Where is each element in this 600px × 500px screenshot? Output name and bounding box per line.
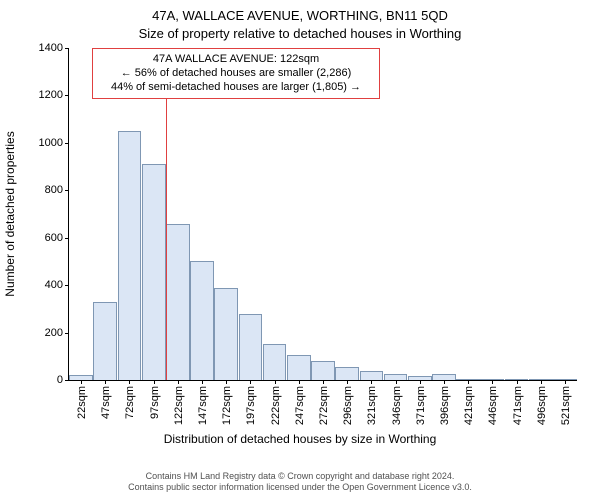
x-tick-label: 22sqm xyxy=(74,386,88,419)
annotation-line-1: 47A WALLACE AVENUE: 122sqm xyxy=(101,53,371,67)
x-tick-label: 197sqm xyxy=(243,386,257,425)
x-tick-mark xyxy=(517,380,518,384)
x-tick-label: 47sqm xyxy=(98,386,112,419)
histogram-bar xyxy=(239,314,263,380)
histogram-bar xyxy=(118,131,142,380)
annotation-line-2: ← 56% of detached houses are smaller (2,… xyxy=(101,67,371,81)
histogram-bar xyxy=(263,344,287,380)
histogram-bar xyxy=(93,302,117,380)
annotation-box: 47A WALLACE AVENUE: 122sqm ← 56% of deta… xyxy=(92,48,380,99)
x-tick-mark xyxy=(154,380,155,384)
x-tick-mark xyxy=(492,380,493,384)
x-tick-mark xyxy=(444,380,445,384)
footer-line-1: Contains HM Land Registry data © Crown c… xyxy=(0,471,600,483)
x-tick-mark xyxy=(250,380,251,384)
x-tick-label: 97sqm xyxy=(147,386,161,419)
y-tick-mark xyxy=(65,95,69,96)
x-tick-mark xyxy=(396,380,397,384)
annotation-line-3: 44% of semi-detached houses are larger (… xyxy=(101,81,371,95)
x-tick-label: 496sqm xyxy=(534,386,548,425)
x-tick-label: 346sqm xyxy=(389,386,403,425)
x-tick-mark xyxy=(420,380,421,384)
y-tick-mark xyxy=(65,190,69,191)
y-tick-mark xyxy=(65,333,69,334)
y-tick-mark xyxy=(65,143,69,144)
footer-text: Contains HM Land Registry data © Crown c… xyxy=(0,471,600,494)
x-tick-mark xyxy=(226,380,227,384)
x-tick-label: 446sqm xyxy=(485,386,499,425)
y-tick-mark xyxy=(65,380,69,381)
x-tick-label: 321sqm xyxy=(364,386,378,425)
histogram-bar xyxy=(166,224,190,381)
x-tick-mark xyxy=(323,380,324,384)
x-tick-mark xyxy=(202,380,203,384)
x-tick-mark xyxy=(275,380,276,384)
x-tick-mark xyxy=(105,380,106,384)
y-axis-label: Number of detached properties xyxy=(3,131,17,296)
x-axis-label: Distribution of detached houses by size … xyxy=(0,432,600,446)
x-tick-label: 396sqm xyxy=(437,386,451,425)
x-tick-mark xyxy=(299,380,300,384)
x-tick-mark xyxy=(347,380,348,384)
x-tick-mark xyxy=(468,380,469,384)
x-tick-label: 296sqm xyxy=(340,386,354,425)
x-tick-label: 247sqm xyxy=(292,386,306,425)
histogram-bar xyxy=(311,361,335,380)
y-tick-mark xyxy=(65,238,69,239)
histogram-bar xyxy=(214,288,238,380)
x-tick-label: 222sqm xyxy=(268,386,282,425)
x-tick-label: 521sqm xyxy=(558,386,572,425)
reference-line xyxy=(166,51,167,380)
y-tick-mark xyxy=(65,285,69,286)
x-tick-mark xyxy=(178,380,179,384)
x-tick-label: 272sqm xyxy=(316,386,330,425)
x-tick-mark xyxy=(129,380,130,384)
x-tick-label: 147sqm xyxy=(195,386,209,425)
histogram-bar xyxy=(335,367,359,380)
histogram-bar xyxy=(360,371,384,380)
x-tick-label: 72sqm xyxy=(122,386,136,419)
x-tick-label: 371sqm xyxy=(413,386,427,425)
chart-container: 47A, WALLACE AVENUE, WORTHING, BN11 5QD … xyxy=(0,0,600,500)
x-tick-mark xyxy=(541,380,542,384)
x-tick-label: 471sqm xyxy=(510,386,524,425)
chart-subtitle: Size of property relative to detached ho… xyxy=(0,26,600,41)
x-tick-label: 421sqm xyxy=(461,386,475,425)
histogram-bar xyxy=(287,355,311,380)
x-tick-label: 122sqm xyxy=(171,386,185,425)
histogram-bar xyxy=(190,261,214,380)
chart-title: 47A, WALLACE AVENUE, WORTHING, BN11 5QD xyxy=(0,8,600,23)
y-tick-mark xyxy=(65,48,69,49)
x-tick-mark xyxy=(371,380,372,384)
x-tick-mark xyxy=(565,380,566,384)
x-tick-mark xyxy=(81,380,82,384)
histogram-bar xyxy=(142,164,166,380)
footer-line-2: Contains public sector information licen… xyxy=(0,482,600,494)
x-tick-label: 172sqm xyxy=(219,386,233,425)
